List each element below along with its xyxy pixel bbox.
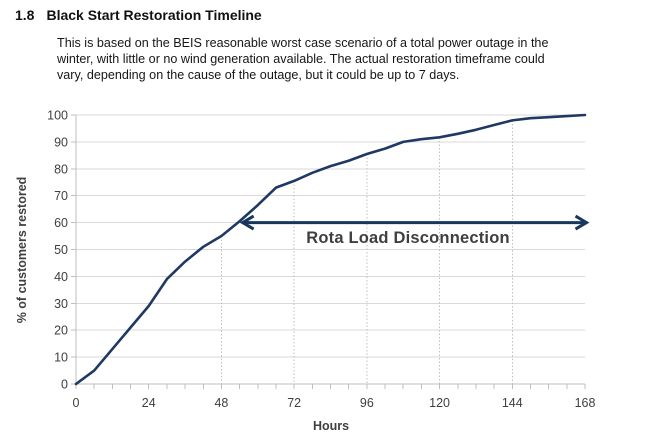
x-tick-label: 96 bbox=[360, 396, 374, 410]
y-tick-label: 100 bbox=[47, 109, 68, 123]
section-number: 1.8 bbox=[15, 7, 35, 23]
y-tick-label: 60 bbox=[54, 216, 68, 230]
restoration-chart-canvas: 0 24 48 72 96 120 144 168 0 10 20 30 40 50 60 70 80 90 100 bbox=[47, 109, 596, 411]
paragraph-line: vary, depending on the cause of the outa… bbox=[57, 68, 460, 83]
rota-load-annotation-label: Rota Load Disconnection bbox=[306, 229, 510, 247]
x-tick-label: 0 bbox=[73, 396, 80, 410]
x-tick-label: 24 bbox=[142, 396, 156, 410]
y-tick-label: 10 bbox=[54, 351, 68, 365]
y-tick-label: 30 bbox=[54, 297, 68, 311]
restoration-curve bbox=[74, 113, 587, 386]
y-tick-label: 80 bbox=[54, 162, 68, 176]
x-axis-title: Hours bbox=[312, 419, 350, 433]
section-heading: 1.8 Black Start Restoration Timeline bbox=[15, 7, 262, 23]
x-tick-label: 168 bbox=[575, 396, 596, 410]
y-tick-label: 40 bbox=[54, 270, 68, 284]
y-tick-label: 90 bbox=[54, 135, 68, 149]
paragraph-line: This is based on the BEIS reasonable wor… bbox=[57, 36, 549, 50]
y-axis-title: % of customers restored bbox=[15, 176, 29, 324]
restoration-chart: 0 24 48 72 96 120 144 168 0 10 20 30 40 50 60 70 80 90 100 bbox=[0, 95, 660, 443]
x-tick-label: 144 bbox=[502, 396, 523, 410]
arrow-right-head bbox=[574, 214, 590, 231]
y-tick-label: 0 bbox=[61, 378, 68, 392]
y-tick-label: 50 bbox=[54, 243, 68, 257]
y-tick-label: 20 bbox=[54, 324, 68, 338]
section-title: Black Start Restoration Timeline bbox=[46, 7, 262, 23]
y-tick-label: 70 bbox=[54, 189, 68, 203]
x-tick-label: 72 bbox=[287, 396, 301, 410]
body-paragraph: This is based on the BEIS reasonable wor… bbox=[57, 35, 653, 84]
x-tick-label: 48 bbox=[214, 396, 228, 410]
x-tick-label: 120 bbox=[429, 396, 450, 410]
arrow-left-head bbox=[239, 214, 255, 231]
paragraph-line: winter, with little or no wind generatio… bbox=[57, 52, 545, 67]
